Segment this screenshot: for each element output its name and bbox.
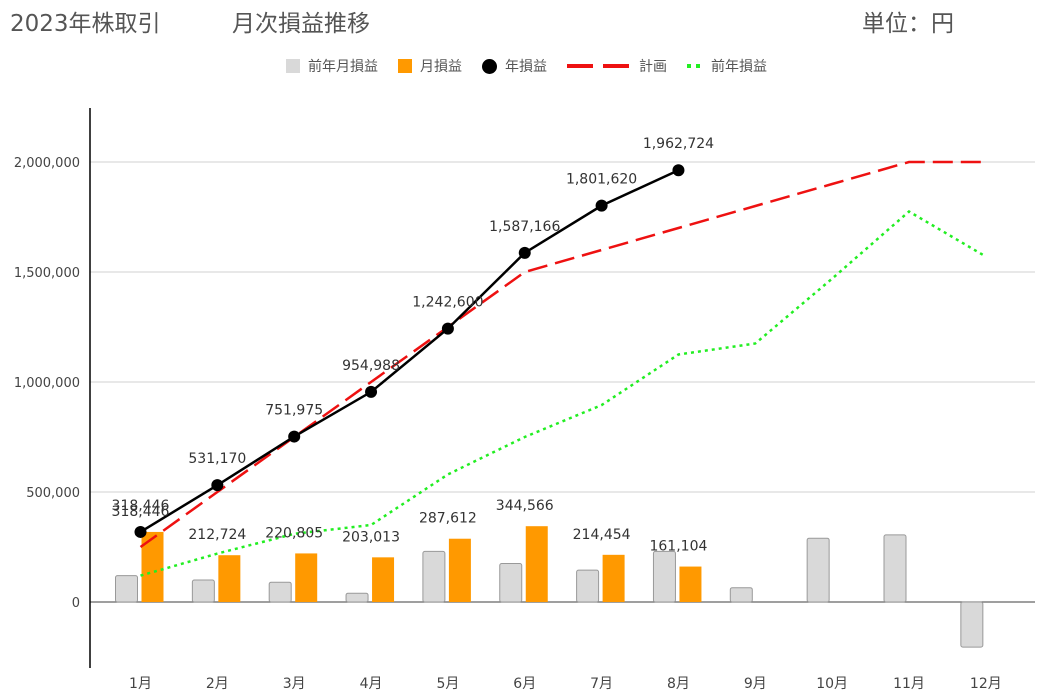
bar-prev-month[interactable] [806, 537, 830, 603]
bar-month[interactable] [448, 538, 471, 602]
legend-swatch-prev-month [286, 59, 300, 73]
data-label-month: 287,612 [419, 511, 477, 527]
y-tick-label: 1,500,000 [14, 266, 80, 281]
data-label-annual: 318,446 [112, 498, 170, 514]
x-tick-label: 7月 [590, 676, 613, 692]
bar-month[interactable] [525, 526, 548, 602]
data-label-month: 220,805 [265, 525, 323, 541]
data-label-annual: 954,988 [342, 358, 400, 374]
point-annual[interactable] [595, 199, 608, 212]
bar-month[interactable] [218, 555, 241, 602]
x-tick-label: 3月 [283, 676, 306, 692]
legend-item-plan[interactable]: 計画 [567, 56, 667, 76]
bar-prev-month[interactable] [883, 534, 907, 603]
bar-prev-month[interactable] [652, 550, 676, 603]
bar-month[interactable] [602, 554, 625, 602]
legend-swatch-prev-year [687, 64, 703, 68]
legend-label-month: 月損益 [420, 59, 462, 75]
bar-prev-month[interactable] [191, 579, 215, 603]
bar-month[interactable] [372, 557, 395, 602]
y-tick-label: 500,000 [26, 486, 80, 501]
line-annual [139, 169, 679, 534]
bar-prev-month[interactable] [115, 575, 138, 603]
data-label-annual: 1,242,600 [412, 295, 483, 311]
line-prev-year [140, 209, 987, 577]
point-annual[interactable] [365, 385, 378, 398]
bar-prev-month[interactable] [345, 592, 369, 603]
bar-prev-month[interactable] [422, 550, 446, 603]
legend-item-prev-month[interactable]: 前年月損益 [286, 56, 378, 76]
data-label-annual: 1,587,166 [489, 219, 560, 235]
x-tick-label: 8月 [667, 676, 690, 692]
x-tick-label: 11月 [893, 676, 925, 692]
bar-prev-month[interactable] [729, 587, 753, 603]
data-label-month: 318,446 [112, 504, 170, 520]
y-tick-label: 2,000,000 [14, 156, 80, 171]
data-label-month: 203,013 [342, 529, 400, 545]
x-tick-label: 10月 [816, 676, 848, 692]
legend-label-annual: 年損益 [505, 59, 547, 75]
bar-month[interactable] [141, 531, 164, 602]
chart-title: 2023年株取引 [10, 11, 161, 37]
x-tick-label: 2月 [206, 676, 229, 692]
bar-prev-month[interactable] [268, 581, 292, 603]
legend-item-annual[interactable]: 年損益 [482, 56, 547, 76]
y-tick-label: 0 [72, 596, 80, 611]
x-tick-label: 1月 [129, 676, 152, 692]
data-label-month: 344,566 [496, 498, 554, 514]
data-label-annual: 1,962,724 [643, 136, 714, 152]
data-label-annual: 751,975 [265, 403, 323, 419]
bar-month[interactable] [295, 553, 318, 602]
legend-swatch-annual [482, 58, 497, 74]
data-label-annual: 1,801,620 [566, 172, 637, 188]
y-tick-label: 1,000,000 [14, 376, 80, 391]
bar-month[interactable] [679, 566, 702, 602]
point-annual[interactable] [672, 164, 685, 177]
legend: 前年月損益 月損益 年損益 計画 前年損益 [0, 56, 1053, 76]
legend-label-prev-year: 前年損益 [711, 59, 767, 75]
data-label-annual: 531,170 [188, 451, 246, 467]
bar-prev-month[interactable] [576, 569, 600, 603]
point-annual[interactable] [518, 246, 531, 259]
x-tick-label: 9月 [744, 676, 767, 692]
data-label-month: 214,454 [573, 527, 631, 543]
x-tick-label: 4月 [360, 676, 383, 692]
legend-item-month[interactable]: 月損益 [398, 56, 462, 76]
x-tick-label: 12月 [970, 676, 1002, 692]
line-plan [139, 160, 986, 549]
data-label-month: 161,104 [649, 539, 707, 555]
legend-swatch-plan [567, 64, 631, 68]
bar-prev-month[interactable] [499, 563, 523, 603]
unit-label: 単位：円 [862, 11, 954, 37]
bar-prev-month[interactable] [960, 601, 984, 648]
x-tick-label: 5月 [436, 676, 459, 692]
point-annual[interactable] [134, 525, 147, 538]
x-tick-label: 6月 [513, 676, 536, 692]
legend-label-plan: 計画 [639, 59, 667, 75]
data-label-month: 212,724 [188, 527, 246, 543]
point-annual[interactable] [441, 322, 454, 335]
point-annual[interactable] [288, 430, 301, 443]
point-annual[interactable] [211, 479, 224, 492]
legend-label-prev-month: 前年月損益 [308, 59, 378, 75]
legend-item-prev-year[interactable]: 前年損益 [687, 56, 767, 76]
chart-subtitle: 月次損益推移 [232, 11, 370, 37]
legend-swatch-month [398, 59, 412, 73]
